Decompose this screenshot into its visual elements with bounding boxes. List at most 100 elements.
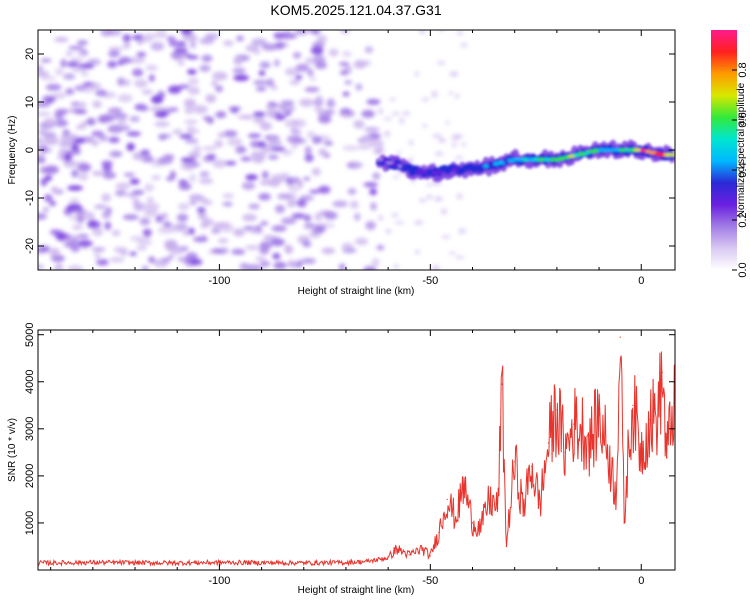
heatmap-cell [50, 254, 65, 263]
heatmap-cell [439, 30, 444, 33]
y-tick-label: -20 [24, 238, 36, 254]
heatmap-cell [434, 196, 444, 202]
heatmap-cell [259, 121, 272, 131]
y-tick-label: 3000 [24, 417, 36, 441]
heatmap-cell [409, 139, 414, 146]
heatmap-cell [71, 144, 79, 151]
heatmap-cell [70, 236, 80, 241]
heatmap-cell [133, 202, 146, 212]
heatmap-cell [48, 247, 61, 257]
heatmap-cell [117, 94, 133, 103]
heatmap-cell [65, 50, 73, 57]
track-core-cell [398, 164, 402, 168]
heatmap-cell [240, 156, 252, 162]
heatmap-cell [255, 256, 266, 262]
heatmap-cell [215, 85, 224, 93]
heatmap-cell [107, 107, 123, 114]
heatmap-cell [189, 155, 197, 165]
snr-point [573, 423, 575, 425]
heatmap-cell [274, 204, 286, 214]
x-tick-label: 0 [638, 575, 644, 587]
heatmap-cell [78, 172, 89, 181]
heatmap-cell [418, 198, 426, 203]
heatmap-cell [142, 228, 152, 237]
heatmap-cell [354, 212, 361, 221]
heatmap-cell [158, 134, 167, 141]
y-tick-label: 2000 [24, 464, 36, 488]
heatmap-cell [212, 159, 227, 169]
heatmap-cell [211, 227, 221, 234]
heatmap-cell [341, 242, 354, 250]
track-core-cell [671, 153, 675, 157]
heatmap-cell [290, 141, 299, 150]
heatmap-cell [299, 98, 314, 107]
heatmap-cell [349, 200, 359, 209]
heatmap-cell [197, 212, 208, 220]
heatmap-cell [273, 59, 280, 67]
heatmap-cell [149, 106, 165, 112]
heatmap-cell [53, 266, 63, 270]
heatmap-cell [177, 61, 185, 66]
heatmap-cell [168, 40, 184, 47]
heatmap-cell [101, 160, 113, 167]
heatmap-cell [275, 114, 286, 121]
heatmap-cell [431, 90, 438, 98]
heatmap-cell [339, 69, 349, 76]
heatmap-cell [187, 86, 200, 95]
snr-series [38, 336, 675, 568]
colorbar-tick-label: 0.8 [737, 62, 749, 77]
heatmap-cell [352, 162, 364, 168]
snr-point [480, 527, 482, 529]
heatmap-cell [419, 30, 426, 35]
snr-plot-area [38, 330, 675, 570]
heatmap-cell [151, 175, 161, 181]
heatmap-cell [123, 41, 131, 49]
heatmap-cell [357, 144, 372, 150]
heatmap-cell [312, 227, 324, 234]
heatmap-cell [361, 109, 375, 118]
snr-panel: -100 -50 0 1000 2000 3000 4000 5000 Height of s… [7, 322, 676, 596]
heatmap-cell [458, 228, 466, 234]
heatmap-cell [202, 116, 212, 121]
snr-point [505, 545, 507, 548]
snr-point [218, 561, 220, 564]
heatmap-cell [129, 56, 146, 64]
heatmap-cell [183, 98, 196, 108]
snr-point [514, 461, 516, 463]
heatmap-cell [108, 136, 120, 143]
heatmap-cell [40, 58, 52, 63]
snr-point [539, 503, 541, 505]
heatmap-cell [260, 221, 269, 226]
snr-point [623, 522, 626, 524]
heatmap-cell [399, 117, 405, 125]
snr-point [303, 562, 305, 564]
snr-point [598, 414, 600, 416]
heatmap-cell [435, 151, 444, 156]
heatmap-cell [129, 116, 140, 122]
heatmap-cell [302, 240, 312, 248]
heatmap-cell [196, 197, 210, 204]
heatmap-cell [359, 60, 372, 66]
heatmap-cell [95, 89, 107, 97]
track-core-cell [487, 163, 495, 167]
heatmap-cell [38, 138, 45, 144]
snr-point [488, 498, 490, 500]
heatmap-cell [260, 260, 271, 268]
heatmap-cell [233, 57, 244, 66]
heatmap-cell [391, 213, 399, 218]
heatmap-cell [251, 38, 267, 47]
heatmap-cell [43, 139, 59, 146]
heatmap-cell [392, 175, 399, 179]
heatmap-cell [145, 64, 158, 71]
heatmap-cell [456, 193, 463, 200]
heatmap-cell [140, 149, 150, 156]
heatmap-cell [266, 78, 275, 88]
heatmap-cell [178, 134, 193, 139]
heatmap-cell [51, 186, 58, 194]
heatmap-cell [71, 133, 79, 141]
heatmap-cell [184, 119, 198, 124]
heatmap-cell [38, 264, 45, 270]
heatmap-cell [280, 108, 289, 113]
heatmap-cell [189, 40, 197, 49]
